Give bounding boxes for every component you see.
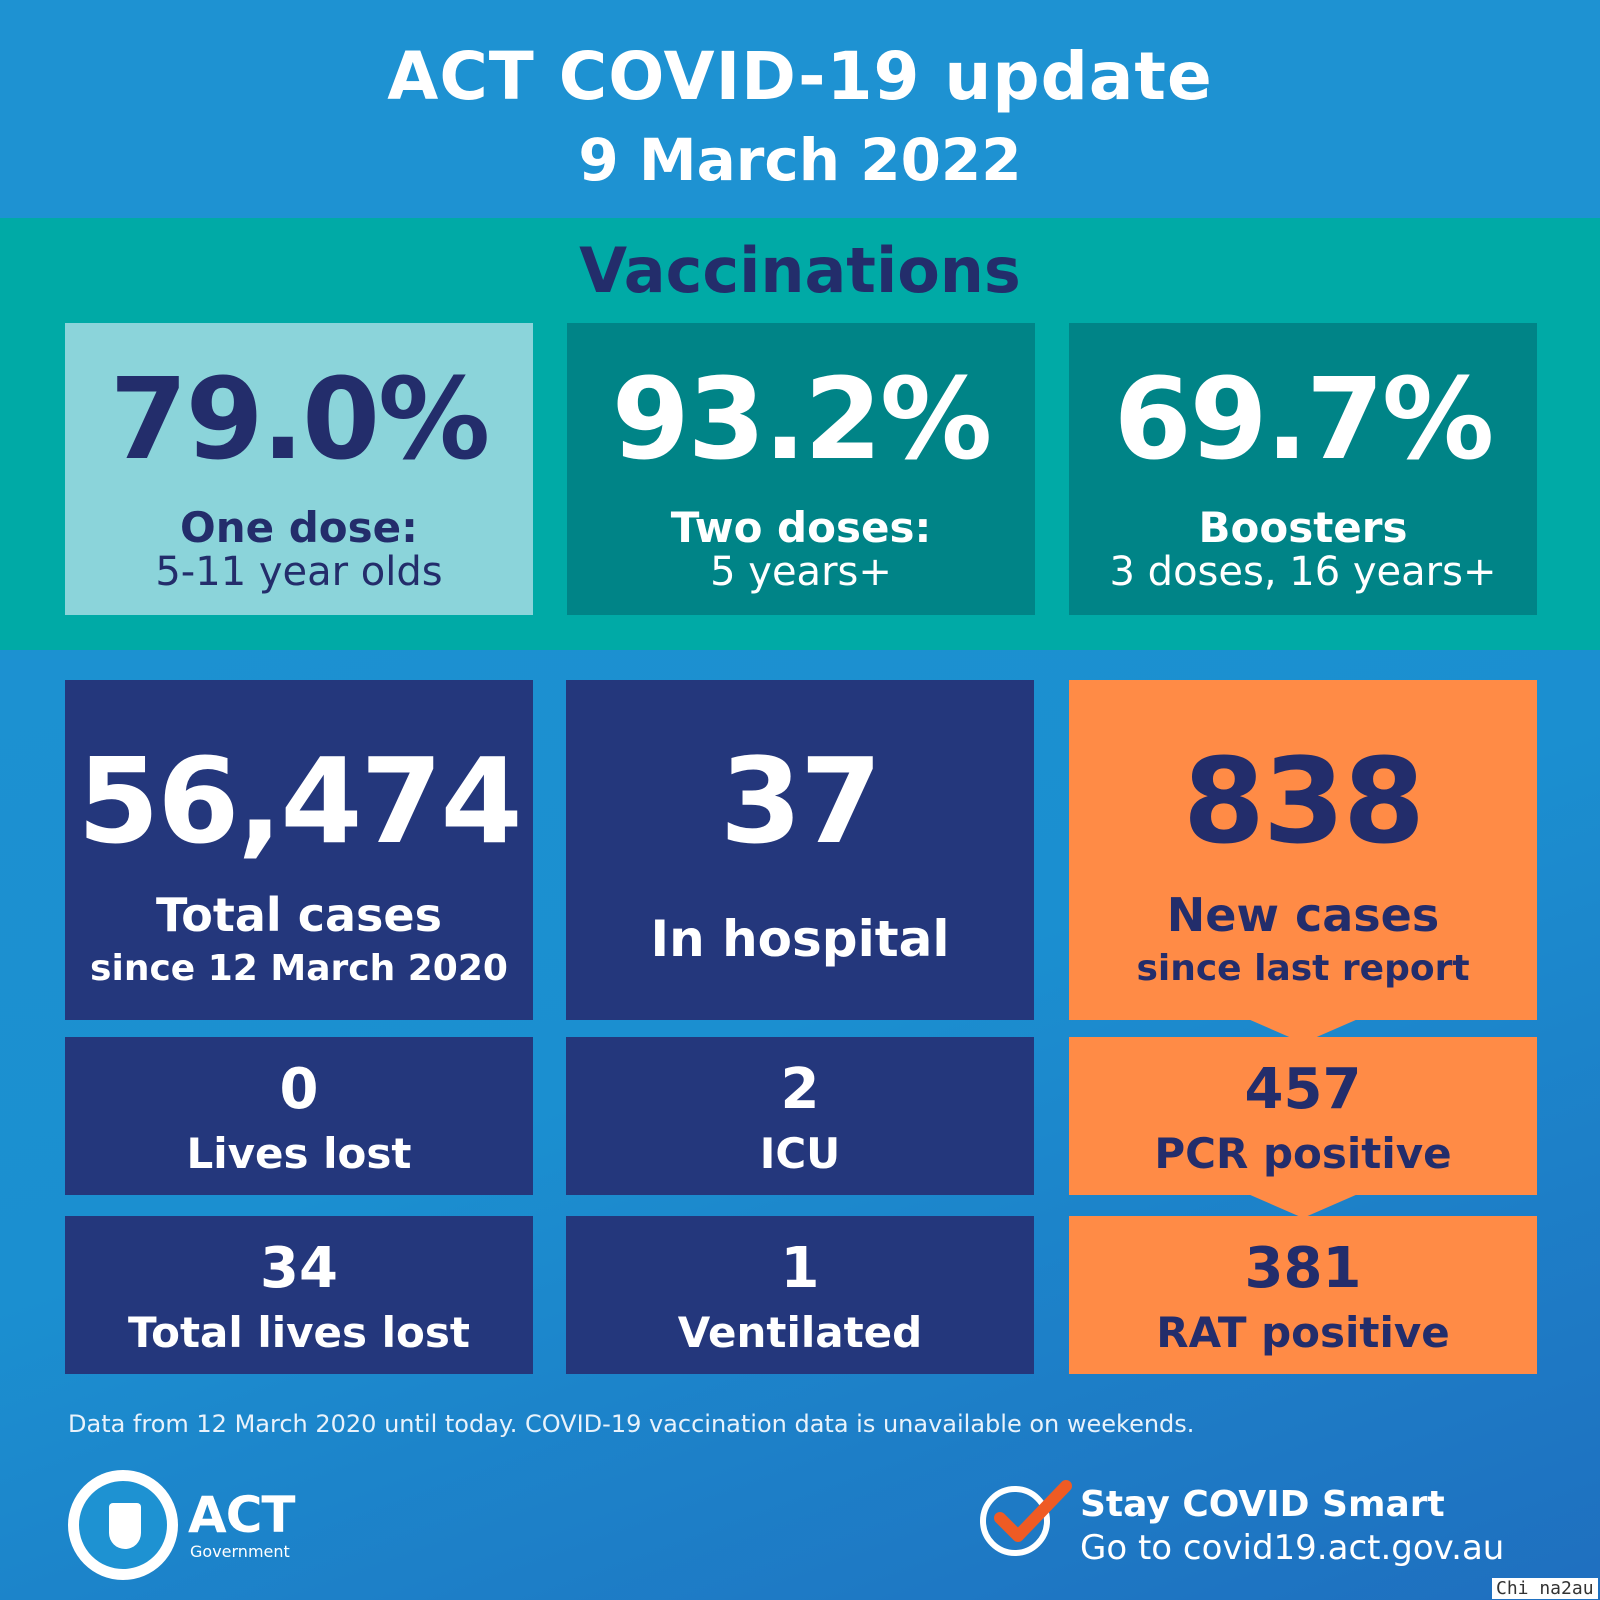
vaccinations-heading: Vaccinations bbox=[579, 234, 1021, 307]
icu-tile: 2 ICU bbox=[566, 1037, 1034, 1195]
logo-subtitle: Government bbox=[190, 1542, 290, 1561]
vaccination-label: Two doses: bbox=[670, 503, 932, 552]
icu-value: 2 bbox=[780, 1057, 820, 1122]
new-cases-label: New cases bbox=[1166, 888, 1440, 942]
in-hospital-label: In hospital bbox=[650, 910, 950, 968]
total-cases-label: Total cases bbox=[156, 888, 442, 942]
campaign-title: Stay COVID Smart bbox=[1080, 1484, 1445, 1525]
page-title: ACT COVID-19 update bbox=[387, 38, 1213, 115]
vaccination-label: One dose: bbox=[180, 503, 418, 552]
page-date: 9 March 2022 bbox=[578, 126, 1022, 194]
lives-lost-tile: 0 Lives lost bbox=[65, 1037, 533, 1195]
ventilated-value: 1 bbox=[780, 1236, 820, 1301]
checkmark-glyph bbox=[994, 1480, 1072, 1542]
vaccination-value: 93.2% bbox=[611, 355, 993, 485]
vaccination-value: 79.0% bbox=[109, 355, 491, 485]
vaccination-tile-boosters: 69.7% Boosters 3 doses, 16 years+ bbox=[1069, 323, 1537, 615]
total-cases-tile: 56,474 Total cases since 12 March 2020 bbox=[65, 680, 533, 1020]
vaccination-tile-two-doses: 93.2% Two doses: 5 years+ bbox=[567, 323, 1035, 615]
vaccination-label: Boosters bbox=[1198, 503, 1408, 552]
lives-lost-value: 0 bbox=[279, 1057, 319, 1122]
footnote: Data from 12 March 2020 until today. COV… bbox=[68, 1410, 1195, 1438]
in-hospital-tile: 37 In hospital bbox=[566, 680, 1034, 1020]
vaccination-tile-one-dose: 79.0% One dose: 5-11 year olds bbox=[65, 323, 533, 615]
ventilated-tile: 1 Ventilated bbox=[566, 1216, 1034, 1374]
lives-lost-label: Lives lost bbox=[186, 1129, 412, 1178]
watermark: Chi na2au bbox=[1492, 1578, 1598, 1599]
pcr-positive-value: 457 bbox=[1244, 1057, 1362, 1122]
total-lives-lost-tile: 34 Total lives lost bbox=[65, 1216, 533, 1374]
pcr-positive-label: PCR positive bbox=[1154, 1129, 1452, 1178]
total-lives-lost-label: Total lives lost bbox=[128, 1308, 470, 1357]
new-cases-tile: 838 New cases since last report bbox=[1069, 680, 1537, 1020]
total-cases-sublabel: since 12 March 2020 bbox=[90, 948, 508, 989]
act-crest-icon bbox=[68, 1470, 178, 1580]
icu-label: ICU bbox=[759, 1129, 841, 1178]
vaccination-value: 69.7% bbox=[1113, 355, 1495, 485]
checkmark-icon bbox=[980, 1480, 1072, 1556]
logo-wordmark: ACT bbox=[188, 1486, 295, 1544]
total-lives-lost-value: 34 bbox=[260, 1236, 338, 1301]
ventilated-label: Ventilated bbox=[677, 1308, 923, 1357]
crest-shield bbox=[109, 1503, 141, 1549]
header-band bbox=[0, 0, 1600, 218]
vaccination-sublabel: 5-11 year olds bbox=[155, 549, 443, 595]
rat-positive-label: RAT positive bbox=[1156, 1308, 1450, 1357]
vaccination-sublabel: 3 doses, 16 years+ bbox=[1109, 549, 1497, 595]
pcr-positive-tile: 457 PCR positive bbox=[1069, 1037, 1537, 1195]
rat-positive-value: 381 bbox=[1244, 1236, 1362, 1301]
campaign-link[interactable]: Go to covid19.act.gov.au bbox=[1080, 1528, 1505, 1568]
pcr-connector bbox=[1248, 1194, 1358, 1218]
new-cases-sublabel: since last report bbox=[1136, 948, 1470, 989]
new-cases-value: 838 bbox=[1182, 732, 1425, 870]
in-hospital-value: 37 bbox=[719, 732, 882, 870]
vaccination-sublabel: 5 years+ bbox=[710, 549, 892, 595]
total-cases-value: 56,474 bbox=[77, 732, 522, 870]
rat-positive-tile: 381 RAT positive bbox=[1069, 1216, 1537, 1374]
